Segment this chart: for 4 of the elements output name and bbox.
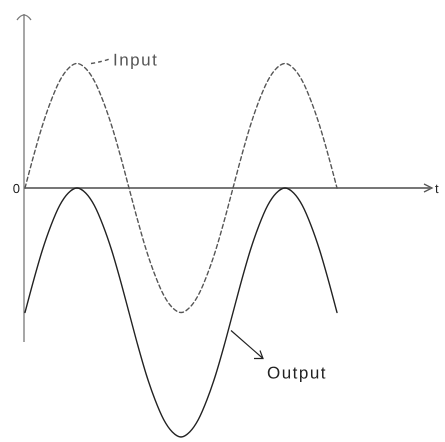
text: t [435,181,439,196]
text: Output [267,364,328,382]
text: 0 [12,181,20,196]
legend-label: Input [113,50,158,70]
